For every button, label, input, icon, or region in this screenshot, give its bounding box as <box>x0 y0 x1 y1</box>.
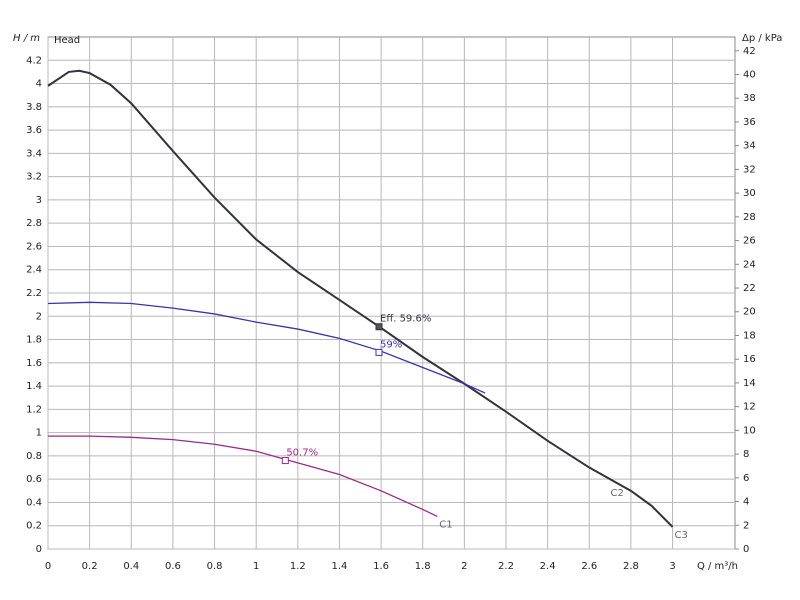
efficiency-label: 59% <box>380 339 402 350</box>
y2-tick-label: 42 <box>743 46 756 57</box>
x-tick-label: 1.4 <box>332 561 348 572</box>
x-tick-label: 2.8 <box>623 561 639 572</box>
y2-tick-label: 0 <box>743 544 749 555</box>
y-tick-label: 2.4 <box>26 265 42 276</box>
efficiency-marker <box>375 348 383 356</box>
y-tick-label: 0.4 <box>26 497 42 508</box>
curve <box>47 69 674 528</box>
y2-tick-label: 30 <box>743 188 756 199</box>
efficiency-marker <box>281 457 289 465</box>
y2-tick-label: 26 <box>743 236 756 247</box>
x-tick-label: 3 <box>669 561 675 572</box>
x-tick-label: 2.6 <box>581 561 597 572</box>
y-tick-label: 3.8 <box>26 102 42 113</box>
y-tick-label: 1.8 <box>26 335 42 346</box>
x-tick-label: 0.2 <box>82 561 98 572</box>
y2-tick-label: 24 <box>743 259 756 270</box>
y2-tick-label: 32 <box>743 164 756 175</box>
y2-tick-label: 6 <box>743 473 749 484</box>
y2-tick-label: 38 <box>743 93 756 104</box>
y2-tick-label: 36 <box>743 117 756 128</box>
x-tick-label: 1.8 <box>415 561 431 572</box>
curve <box>47 301 486 394</box>
x-tick-label: 2 <box>461 561 467 572</box>
y-tick-label: 1.2 <box>26 404 42 415</box>
y2-tick-label: 40 <box>743 69 756 80</box>
curve-label: C2 <box>611 488 624 499</box>
y-tick-label: 1.4 <box>26 381 42 392</box>
y-tick-label: 2.2 <box>26 288 42 299</box>
annotation: Head <box>54 35 80 46</box>
y-axis-label: H / m <box>13 33 40 44</box>
y2-tick-label: 8 <box>743 449 749 460</box>
y2-tick-label: 4 <box>743 497 749 508</box>
y2-tick-label: 14 <box>743 378 756 389</box>
x-tick-label: 2.2 <box>498 561 514 572</box>
y-tick-label: 0 <box>36 544 42 555</box>
y-tick-label: 2.6 <box>26 241 42 252</box>
x-tick-label: 0.6 <box>165 561 181 572</box>
x-tick-label: 1.6 <box>373 561 389 572</box>
x-tick-label: 2.4 <box>540 561 556 572</box>
x-tick-label: 0 <box>45 561 51 572</box>
x-tick-label: 1.2 <box>290 561 306 572</box>
efficiency-marker <box>375 323 383 331</box>
y2-tick-label: 12 <box>743 402 756 413</box>
y-tick-label: 4 <box>36 79 42 90</box>
y2-tick-label: 28 <box>743 212 756 223</box>
x-tick-label: 1 <box>253 561 259 572</box>
y-tick-label: 0.8 <box>26 451 42 462</box>
y-tick-label: 2 <box>36 311 42 322</box>
curve-label: C1 <box>439 519 452 530</box>
y-tick-label: 3.6 <box>26 125 42 136</box>
y2-axis-label: Δp / kPa <box>742 33 782 44</box>
efficiency-label: Eff. 59.6% <box>380 314 431 325</box>
efficiency-label: 50.7% <box>286 448 318 459</box>
y-tick-label: 3.4 <box>26 148 42 159</box>
y-tick-label: 0.2 <box>26 521 42 532</box>
y2-tick-label: 16 <box>743 354 756 365</box>
y2-tick-label: 10 <box>743 425 756 436</box>
y2-tick-label: 2 <box>743 520 749 531</box>
x-tick-label: 0.8 <box>207 561 223 572</box>
y-tick-label: 4.2 <box>26 55 42 66</box>
y2-tick-label: 20 <box>743 307 756 318</box>
y-tick-label: 3.2 <box>26 172 42 183</box>
curve-label: C3 <box>675 530 688 541</box>
y-tick-label: 1 <box>36 428 42 439</box>
y-tick-label: 2.8 <box>26 218 42 229</box>
y2-tick-label: 18 <box>743 330 756 341</box>
y-tick-label: 0.6 <box>26 474 42 485</box>
y2-tick-label: 34 <box>743 141 756 152</box>
y2-tick-label: 22 <box>743 283 756 294</box>
y-tick-label: 3 <box>36 195 42 206</box>
curve <box>48 435 438 518</box>
y-tick-label: 1.6 <box>26 358 42 369</box>
x-axis-label: Q / m³/h <box>697 561 738 572</box>
x-tick-label: 0.4 <box>123 561 139 572</box>
